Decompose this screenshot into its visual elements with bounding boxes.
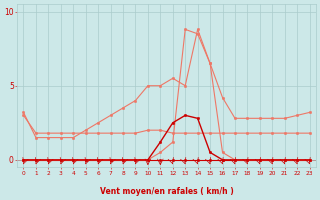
X-axis label: Vent moyen/en rafales ( km/h ): Vent moyen/en rafales ( km/h ) bbox=[100, 187, 233, 196]
